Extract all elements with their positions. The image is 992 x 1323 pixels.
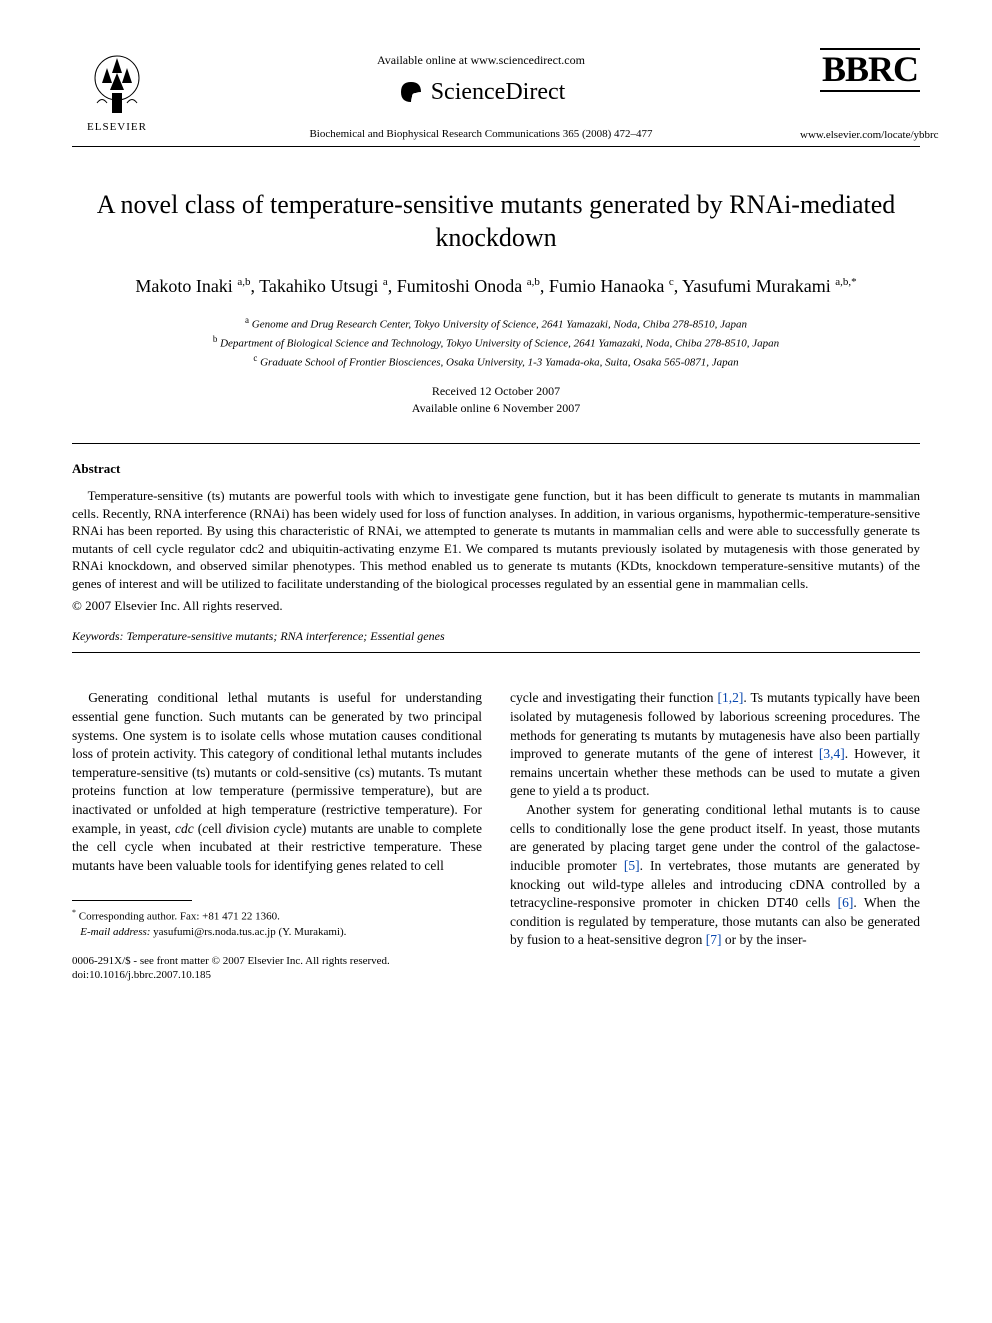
sciencedirect-text: ScienceDirect [431,76,566,108]
doi-line: doi:10.1016/j.bbrc.2007.10.185 [72,968,482,982]
abstract-text: Temperature-sensitive (ts) mutants are p… [72,487,920,592]
ref-link[interactable]: [7] [706,932,722,947]
abstract-heading: Abstract [72,460,920,478]
locate-url: www.elsevier.com/locate/ybbrc [800,128,920,143]
footnotes: * Corresponding author. Fax: +81 471 22 … [72,907,482,940]
corresponding-author-text: Corresponding author. Fax: +81 471 22 13… [79,910,280,922]
authors: Makoto Inaki a,b, Takahiko Utsugi a, Fum… [72,274,920,299]
affiliations: a Genome and Drug Research Center, Tokyo… [72,314,920,371]
abstract-body: Temperature-sensitive (ts) mutants are p… [72,487,920,592]
sciencedirect-icon [397,78,425,106]
footnote-rule [72,900,192,901]
article-dates: Received 12 October 2007 Available onlin… [72,383,920,417]
received-date: Received 12 October 2007 [72,383,920,400]
body-paragraph-1: Generating conditional lethal mutants is… [72,689,482,875]
column-left: Generating conditional lethal mutants is… [72,689,482,982]
column-right: cycle and investigating their function [… [510,689,920,982]
header-rule [72,146,920,147]
email-line: E-mail address: yasufumi@rs.noda.tus.ac.… [72,925,482,940]
header-center: Available online at www.sciencedirect.co… [162,48,800,142]
sciencedirect-logo: ScienceDirect [397,76,566,108]
keywords-label: Keywords: [72,629,124,643]
footer-block: 0006-291X/$ - see front matter © 2007 El… [72,954,482,983]
body-columns: Generating conditional lethal mutants is… [72,689,920,982]
corresponding-author: * Corresponding author. Fax: +81 471 22 … [72,907,482,925]
elsevier-logo: ELSEVIER [72,48,162,135]
elsevier-label: ELSEVIER [87,120,147,135]
bbrc-box: BBRC www.elsevier.com/locate/ybbrc [800,48,920,142]
email-label: E-mail address: [80,926,150,938]
ref-link[interactable]: [6] [838,895,854,910]
ref-link[interactable]: [5] [624,858,640,873]
body-paragraph-2: cycle and investigating their function [… [510,689,920,801]
email-address[interactable]: yasufumi@rs.noda.tus.ac.jp [150,926,278,938]
online-date: Available online 6 November 2007 [72,400,920,417]
bbrc-logo: BBRC [820,48,920,92]
issn-line: 0006-291X/$ - see front matter © 2007 El… [72,954,482,968]
page-header: ELSEVIER Available online at www.science… [72,48,920,142]
available-online-text: Available online at www.sciencedirect.co… [162,52,800,68]
abstract-top-rule [72,443,920,444]
keywords-text: Temperature-sensitive mutants; RNA inter… [124,629,445,643]
ref-link[interactable]: [1,2] [717,690,743,705]
keywords: Keywords: Temperature-sensitive mutants;… [72,628,920,644]
ref-link[interactable]: [3,4] [819,746,845,761]
email-paren: (Y. Murakami). [278,926,346,938]
abstract-copyright: © 2007 Elsevier Inc. All rights reserved… [72,597,920,615]
article-title: A novel class of temperature-sensitive m… [72,189,920,254]
abstract-bottom-rule [72,652,920,653]
journal-reference: Biochemical and Biophysical Research Com… [162,127,800,142]
elsevier-tree-icon [82,48,152,118]
body-paragraph-3: Another system for generating conditiona… [510,801,920,950]
